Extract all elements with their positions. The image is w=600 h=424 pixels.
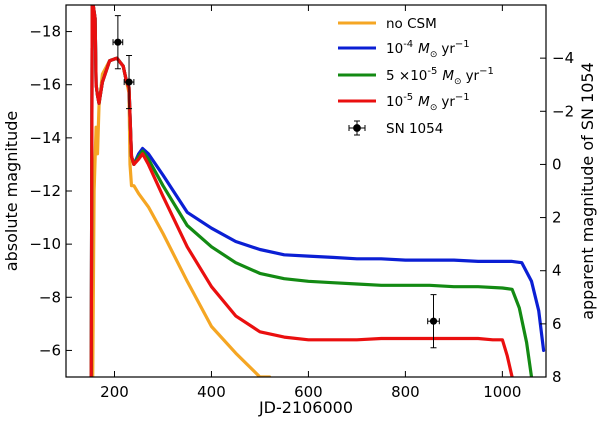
ticks-layer: 200 400 600 800 1000 −18 −16 −14 −12 −10 −8 −6 −4 −2 0… <box>29 5 574 401</box>
x-tick-label: 600 <box>294 383 323 401</box>
legend-label-sn1054: SN 1054 <box>386 121 443 137</box>
series-layer <box>89 5 546 377</box>
x-tick-label: 400 <box>197 383 226 401</box>
sn1054-data-point <box>123 54 135 110</box>
y-right-tick-label: 0 <box>552 155 562 173</box>
y-tick-label: −10 <box>29 235 61 253</box>
x-tick-label: 800 <box>391 383 420 401</box>
legend-item-1e-5: 10-5 M⊙ yr−1 <box>338 92 470 113</box>
y-right-tick-label: 4 <box>552 262 562 280</box>
legend: no CSM 10-4 M⊙ yr−1 5 ×10-5 M⊙ yr−1 10-5 M⊙ yr… <box>338 16 494 137</box>
y-tick-label: −16 <box>29 76 61 94</box>
y-tick-label: −12 <box>29 182 61 200</box>
y-right-tick-label: 2 <box>552 209 562 227</box>
legend-label-no-csm: no CSM <box>386 16 437 32</box>
legend-errorbar-marker <box>348 120 366 136</box>
x-axis-title: JD-2106000 <box>258 398 353 417</box>
legend-item-5e-5: 5 ×10-5 M⊙ yr−1 <box>338 66 494 87</box>
x-tick-label: 200 <box>100 383 129 401</box>
y-right-tick-label: −2 <box>552 102 574 120</box>
legend-label-1e-5: 10-5 M⊙ yr−1 <box>386 92 470 113</box>
y-axis-right-title: apparent magnitude of SN 1054 <box>578 62 597 320</box>
legend-label-1e-4: 10-4 M⊙ yr−1 <box>386 39 470 60</box>
y-tick-label: −8 <box>39 288 61 306</box>
y-axis-title: absolute magnitude <box>2 111 21 271</box>
y-right-tick-label: 8 <box>552 368 562 386</box>
sn1054-data-point <box>112 15 124 70</box>
y-right-tick-label: −4 <box>552 49 574 67</box>
y-right-tick-label: 6 <box>552 315 562 333</box>
legend-item-1e-4: 10-4 M⊙ yr−1 <box>338 39 470 60</box>
legend-label-5e-5: 5 ×10-5 M⊙ yr−1 <box>386 66 494 87</box>
y-tick-label: −14 <box>29 129 61 147</box>
legend-item-no-csm: no CSM <box>338 16 437 32</box>
sn1054-data-point <box>427 294 440 349</box>
legend-item-sn1054: SN 1054 <box>348 120 443 137</box>
y-tick-label: −6 <box>39 341 61 359</box>
y-tick-label: −18 <box>29 23 61 41</box>
x-tick-label: 1000 <box>483 383 521 401</box>
